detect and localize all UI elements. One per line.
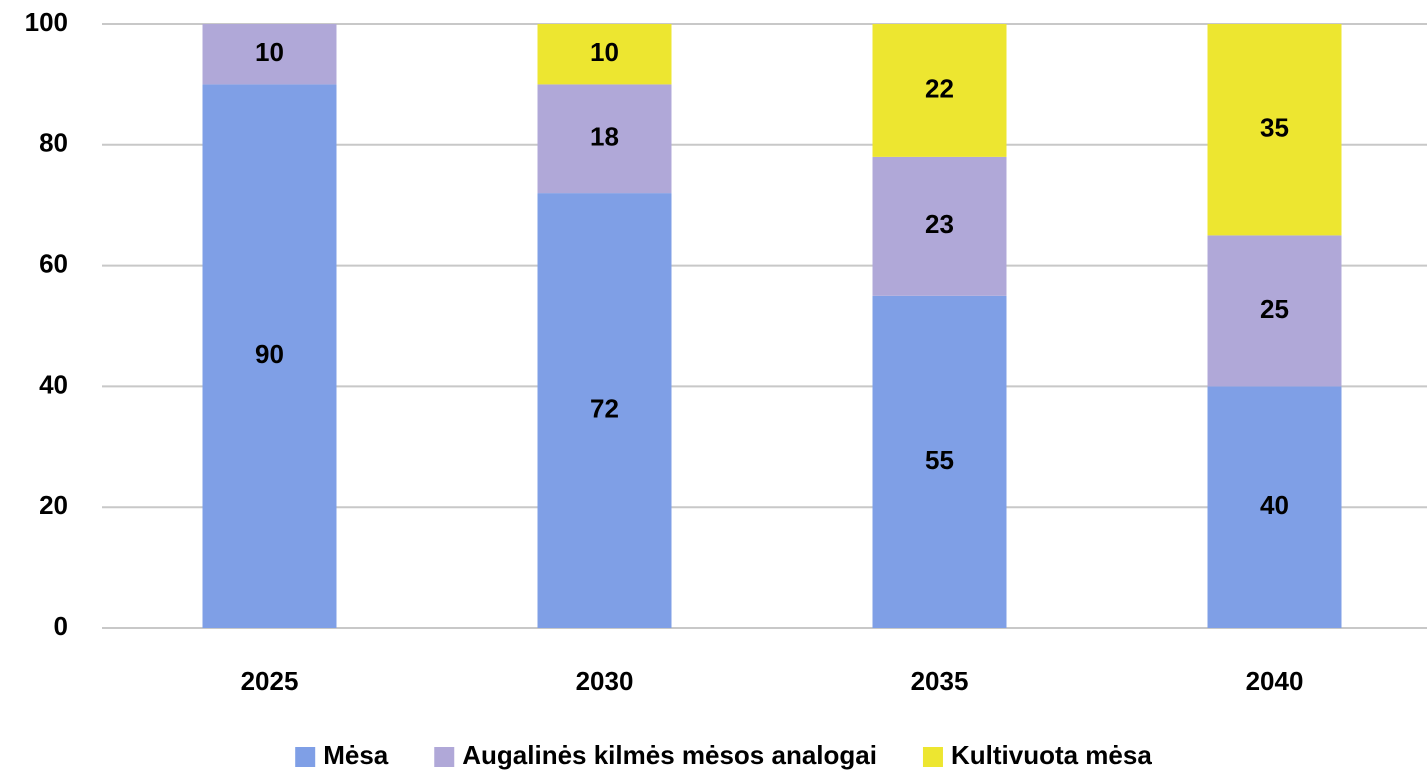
legend-label: Augalinės kilmės mėsos analogai	[462, 740, 877, 770]
bar-segment	[537, 193, 672, 628]
bar-segment	[202, 24, 337, 85]
legend-swatch	[922, 747, 943, 767]
bar-segment	[872, 24, 1007, 157]
x-tick-label: 2025	[241, 666, 299, 696]
y-tick-label: 0	[54, 611, 68, 641]
data-label: 40	[1260, 490, 1289, 520]
bar-segment	[1207, 24, 1342, 236]
x-tick-label: 2040	[1246, 666, 1304, 696]
bar-segment	[537, 24, 672, 85]
bar-segment	[872, 295, 1007, 628]
data-label: 22	[925, 73, 954, 103]
data-label: 18	[590, 122, 619, 152]
data-label: 10	[255, 37, 284, 67]
y-tick-label: 20	[39, 490, 68, 520]
x-tick-label: 2035	[911, 666, 969, 696]
y-tick-label: 80	[39, 128, 68, 158]
y-tick-label: 60	[39, 248, 68, 278]
y-tick-label: 40	[39, 369, 68, 399]
bar-segment	[202, 84, 337, 628]
legend-label: Mėsa	[323, 740, 389, 770]
data-label: 72	[590, 393, 619, 423]
data-label: 55	[925, 445, 954, 475]
data-label: 23	[925, 209, 954, 239]
data-label: 25	[1260, 294, 1289, 324]
y-tick-label: 100	[25, 7, 68, 37]
bar-segment	[537, 84, 672, 194]
legend-label: Kultivuota mėsa	[951, 740, 1152, 770]
x-tick-label: 2030	[576, 666, 634, 696]
data-label: 90	[255, 339, 284, 369]
bar-segment	[1207, 235, 1342, 387]
legend-swatch	[295, 747, 316, 767]
bar-segment	[1207, 386, 1342, 628]
data-label: 10	[590, 37, 619, 67]
bar-segment	[872, 156, 1007, 296]
data-label: 35	[1260, 113, 1289, 143]
legend-swatch	[434, 747, 455, 767]
